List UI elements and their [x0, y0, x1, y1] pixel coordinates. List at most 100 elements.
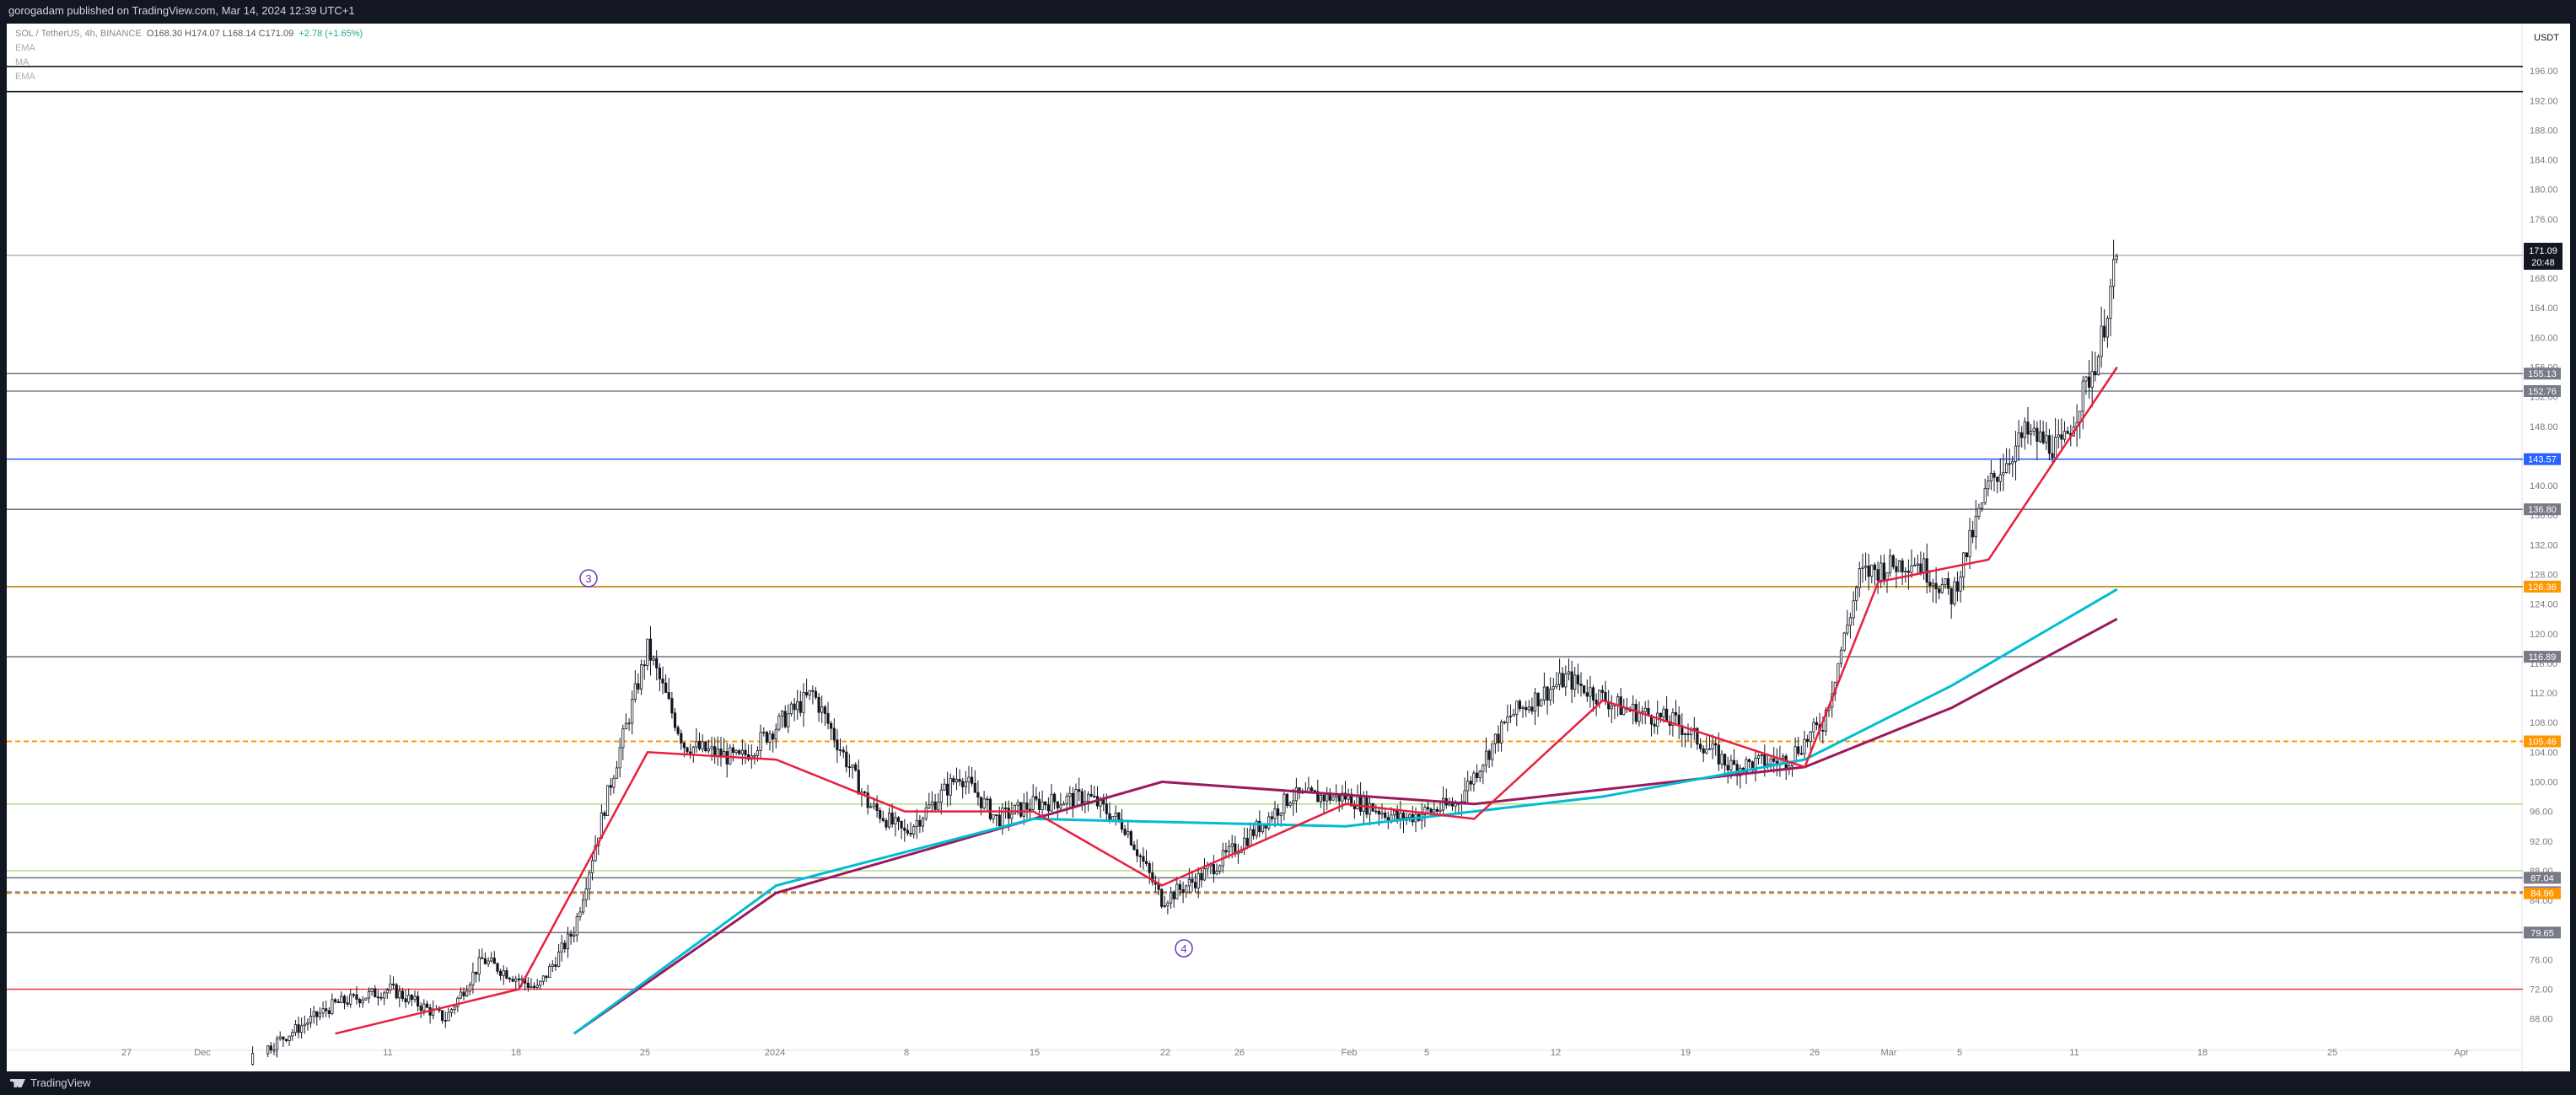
candle-body — [1662, 708, 1665, 718]
candle-body — [1683, 733, 1686, 735]
candle-body — [422, 1003, 426, 1012]
candle-body — [753, 754, 756, 757]
candle-body — [1809, 731, 1812, 742]
candle-body — [1249, 829, 1252, 846]
price-chart[interactable]: 3 4 196.00 192.00 188.00 184.00 180.00 176.00… — [7, 24, 2570, 1071]
candle-body — [1310, 787, 1314, 792]
candle-body — [1491, 743, 1494, 760]
candle-body — [1074, 789, 1078, 807]
candle-body — [1129, 831, 1132, 845]
candle-body — [551, 964, 554, 967]
candle-body — [1895, 566, 1898, 572]
candle-body — [1745, 759, 1748, 772]
candle-body — [1322, 794, 1326, 802]
candle-body — [1472, 772, 1476, 785]
candle-body — [385, 990, 389, 994]
time-tick-label: 8 — [904, 1048, 909, 1058]
legend-indicator-1[interactable]: EMA — [15, 43, 35, 53]
candle-body — [499, 970, 503, 976]
candle-body — [1408, 813, 1412, 819]
candle-body — [744, 749, 747, 755]
candle-body — [1858, 568, 1861, 588]
candle-body — [584, 888, 588, 900]
candle-body — [1842, 632, 1846, 651]
candle-body — [250, 1053, 255, 1065]
candle-body — [808, 690, 811, 695]
candle-body — [1197, 872, 1200, 888]
candle-body — [1016, 802, 1019, 806]
time-tick-label: 5 — [1957, 1048, 1962, 1058]
legend-indicator-3[interactable]: EMA — [15, 72, 35, 82]
candle-body — [1996, 476, 1999, 482]
candle-body — [1506, 716, 1509, 723]
candle-body — [560, 942, 563, 953]
candle-body — [502, 970, 505, 976]
candle-body — [2026, 421, 2030, 435]
candle-body — [1493, 733, 1497, 744]
candle-body — [312, 1011, 315, 1017]
candle-body — [269, 1045, 272, 1051]
candle-body — [336, 1001, 340, 1004]
candle-body — [2051, 453, 2054, 459]
current-price-value: 171.09 — [2529, 246, 2557, 256]
candle-body — [520, 978, 524, 980]
price-tick-label: 104.00 — [2530, 748, 2558, 758]
candle-body — [1025, 802, 1029, 810]
candle-body — [1983, 488, 1987, 503]
candle-body — [912, 826, 916, 835]
candle-body — [1938, 588, 1941, 593]
time-tick-label: 25 — [2327, 1048, 2337, 1058]
candle-body — [1567, 671, 1571, 675]
tradingview-brand[interactable]: TradingView — [10, 1071, 91, 1095]
candle-body — [1977, 507, 1981, 518]
tradingview-logo-icon — [10, 1079, 25, 1087]
candle-body — [1050, 793, 1053, 812]
candle-body — [1399, 813, 1402, 819]
candle-body — [740, 749, 745, 754]
candle-body — [475, 971, 478, 974]
candle-body — [1968, 529, 1971, 558]
ema-slow-line — [573, 617, 2118, 1035]
candle-body — [823, 706, 827, 714]
price-tick-label: 108.00 — [2530, 718, 2558, 728]
legend-indicator-2[interactable]: MA — [15, 57, 30, 67]
candle-body — [278, 1036, 282, 1039]
wave-label-3: 3 — [579, 569, 598, 588]
candle-body — [468, 985, 471, 992]
candle-body — [588, 872, 591, 890]
candle-body — [1117, 812, 1121, 820]
candle-body — [541, 975, 546, 982]
candle-body — [1374, 810, 1378, 813]
candle-body — [496, 963, 499, 972]
svg-text:155.13: 155.13 — [2528, 369, 2557, 379]
candle-body — [796, 700, 799, 711]
footer: TradingView — [0, 1071, 2576, 1095]
candle-body — [340, 996, 343, 1004]
candle-body — [1029, 808, 1032, 811]
level-price-tag: 79.65 — [2524, 926, 2561, 939]
candle-body — [1525, 706, 1528, 711]
candle-body — [530, 985, 533, 988]
candle-body — [1699, 743, 1702, 749]
candle-body — [707, 748, 711, 752]
candle-body — [624, 722, 628, 730]
candle-body — [1469, 781, 1472, 785]
candle-body — [539, 980, 542, 986]
candle-body — [799, 700, 802, 713]
candle-body — [1971, 529, 1975, 538]
price-tick-label: 160.00 — [2530, 333, 2558, 343]
price-tick-label: 124.00 — [2530, 600, 2558, 610]
level-price-tag: 136.80 — [2524, 503, 2561, 516]
candle-body — [573, 934, 576, 937]
candle-body — [367, 991, 371, 999]
candle-body — [621, 728, 625, 749]
candle-body — [676, 727, 680, 734]
candle-body — [2014, 445, 2018, 462]
candle-body — [1901, 560, 1904, 572]
candle-body — [284, 1039, 288, 1042]
candle-body — [483, 958, 487, 964]
chart-pane[interactable]: 3 4 196.00 192.00 188.00 184.00 180.00 176.00… — [7, 24, 2570, 1071]
candle-body — [1267, 816, 1271, 829]
candle-body — [1080, 791, 1084, 805]
candle-body — [1585, 692, 1589, 697]
